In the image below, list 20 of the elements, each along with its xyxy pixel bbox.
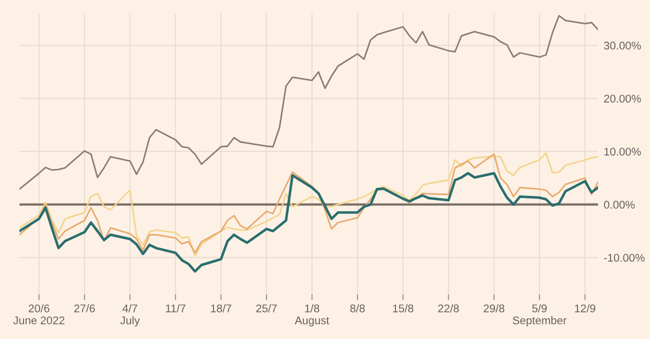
x-tick-label: 15/8	[393, 304, 414, 312]
x-tick-label: 5/9 September	[512, 304, 566, 327]
y-tick-label: -10.00%	[604, 254, 645, 262]
y-tick-label: 0.00%	[604, 200, 635, 209]
x-tick-label: 12/9	[575, 304, 596, 312]
y-tick-label: 20.00%	[604, 94, 641, 103]
x-tick-label: 1/8 August	[294, 304, 330, 327]
x-tick-label: 29/8	[484, 304, 504, 312]
x-tick-label: 18/7	[211, 304, 232, 312]
x-tick-label: 22/8	[438, 304, 459, 312]
line-series	[20, 14, 598, 190]
x-tick-label: 4/7 July	[120, 304, 140, 327]
x-tick-label: 8/8	[350, 304, 365, 312]
line-series	[20, 172, 598, 273]
x-tick-label: 25/7	[256, 304, 277, 312]
y-tick-label: 10.00%	[604, 148, 641, 156]
x-tick-label: 27/6	[74, 304, 95, 312]
y-tick-label: 30.00%	[604, 42, 641, 50]
x-tick-label: 20/6 June 2022	[13, 304, 64, 324]
x-tick-label: 11/7	[166, 304, 186, 312]
